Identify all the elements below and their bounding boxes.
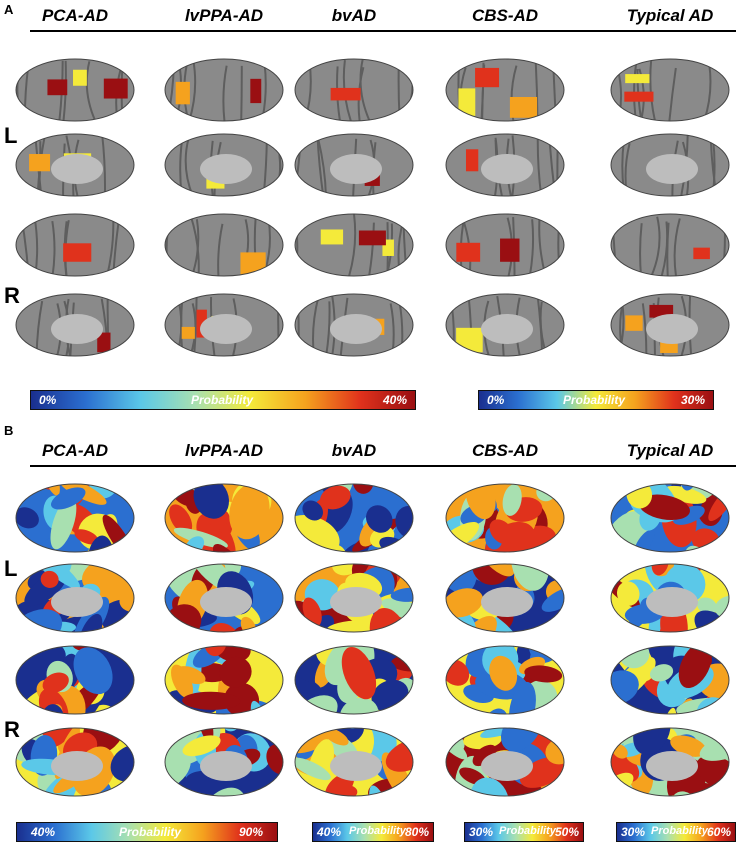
colorbar-b3: 30% Probability 50%	[464, 822, 584, 842]
column-header-typical-ad: Typical AD	[626, 441, 714, 460]
header-rule	[30, 30, 736, 32]
colorbar-title: Probability	[191, 393, 254, 407]
colorbar-min-label: 40%	[31, 825, 56, 839]
medial-brain-surface	[164, 293, 284, 357]
column-header-cbs-ad: CBS-AD	[471, 6, 539, 25]
column-header-pca-ad: PCA-AD	[41, 441, 109, 460]
medial-brain-surface	[610, 727, 730, 797]
column-header-lvppa-ad: lvPPA-AD	[184, 441, 264, 460]
lateral-brain-surface	[445, 58, 565, 122]
lateral-brain-surface	[294, 58, 414, 122]
panel-a-header: PCA-AD lvPPA-AD bvAD CBS-AD Typical AD	[30, 6, 736, 32]
medial-brain-surface	[610, 563, 730, 633]
lateral-brain-surface	[164, 645, 284, 715]
colorbar-max-label: 60%	[706, 825, 731, 839]
medial-brain-surface	[445, 293, 565, 357]
colorbar-min-label: 0%	[487, 393, 505, 407]
lateral-brain-surface	[294, 213, 414, 277]
medial-brain-surface	[445, 727, 565, 797]
medial-brain-surface	[294, 133, 414, 197]
colorbar-min-label: 0%	[39, 393, 57, 407]
colorbar-b2: 40% Probability 80%	[312, 822, 434, 842]
colorbar-title: Probability	[563, 393, 626, 407]
right-hemisphere-label: R	[4, 717, 20, 742]
column-header-pca-ad: PCA-AD	[41, 6, 109, 25]
column-header-typical-ad: Typical AD	[626, 6, 714, 25]
medial-brain-surface	[15, 293, 135, 357]
lateral-brain-surface	[164, 483, 284, 553]
colorbar-b1: 40% Probability 90%	[16, 822, 278, 842]
panel-b-header: PCA-AD lvPPA-AD bvAD CBS-AD Typical AD	[30, 441, 736, 467]
colorbar-title: Probability	[651, 825, 708, 837]
medial-brain-surface	[15, 133, 135, 197]
lateral-brain-surface	[164, 58, 284, 122]
colorbar-max-label: 90%	[238, 825, 263, 839]
lateral-brain-surface	[294, 483, 414, 553]
colorbar-a2: 0% Probability 30%	[478, 390, 714, 410]
left-hemisphere-label: L	[4, 556, 18, 581]
lateral-brain-surface	[610, 213, 730, 277]
column-header-cbs-ad: CBS-AD	[471, 441, 539, 460]
colorbar-title: Probability	[119, 825, 182, 839]
column-header-bvad: bvAD	[331, 441, 377, 460]
lateral-brain-surface	[294, 645, 414, 715]
lateral-brain-surface	[445, 213, 565, 277]
medial-brain-surface	[15, 727, 135, 797]
panel-b-letter: B	[4, 423, 14, 438]
medial-brain-surface	[294, 293, 414, 357]
colorbar-max-label: 50%	[554, 825, 579, 839]
left-hemisphere-label: L	[4, 123, 18, 148]
lateral-brain-surface	[610, 645, 730, 715]
colorbar-title: Probability	[349, 825, 406, 837]
lateral-brain-surface	[164, 213, 284, 277]
colorbar-max-label: 80%	[404, 825, 429, 839]
lateral-brain-surface	[610, 58, 730, 122]
lateral-brain-surface	[15, 213, 135, 277]
medial-brain-surface	[445, 133, 565, 197]
header-rule	[30, 465, 736, 467]
colorbar-min-label: 40%	[317, 825, 342, 839]
colorbar-min-label: 30%	[621, 825, 646, 839]
medial-brain-surface	[610, 293, 730, 357]
medial-brain-surface	[294, 727, 414, 797]
medial-brain-surface	[164, 563, 284, 633]
column-header-lvppa-ad: lvPPA-AD	[184, 6, 264, 25]
lateral-brain-surface	[15, 58, 135, 122]
colorbar-max-label: 30%	[680, 393, 705, 407]
colorbar-max-label: 40%	[382, 393, 407, 407]
colorbar-title: Probability	[499, 825, 556, 837]
right-hemisphere-label: R	[4, 283, 20, 308]
colorbar-a1: 0% Probability 40%	[30, 390, 416, 410]
medial-brain-surface	[164, 133, 284, 197]
medial-brain-surface	[610, 133, 730, 197]
column-header-bvad: bvAD	[331, 6, 377, 25]
colorbar-min-label: 30%	[469, 825, 494, 839]
lateral-brain-surface	[610, 483, 730, 553]
panel-a-letter: A	[4, 2, 14, 17]
colorbar-b4: 30% Probability 60%	[616, 822, 736, 842]
